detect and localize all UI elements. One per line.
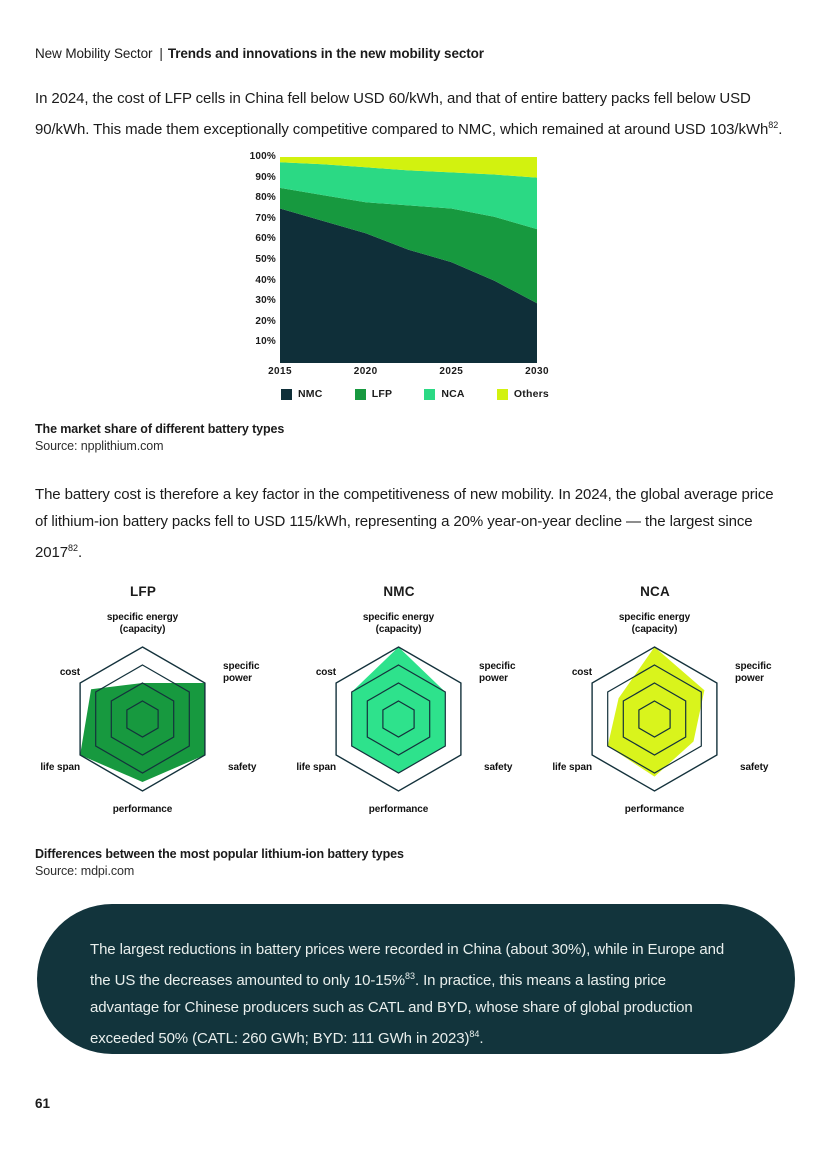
y-axis-tick: 100% [249,151,276,162]
caption-title: Differences between the most popular lit… [35,847,404,861]
axis-label-safety: safety [484,762,513,773]
caption-source: Source: npplithium.com [35,439,164,453]
radar-title: NCA [640,584,670,599]
battery-market-share-chart: 100% 90% 80% 70% 60% 50% 40% 30% 20% 10% 2015 2020… [242,151,572,400]
page-header: New Mobility Sector | Trends and innovatio… [35,46,785,61]
axis-label-specific-power: specific power [735,661,772,684]
radar-plot-lfp [79,646,206,792]
axis-label-safety: safety [228,762,257,773]
document-page: New Mobility Sector | Trends and innovatio… [15,46,795,1054]
radar-grid-ring [79,646,206,792]
axis-label-cost: cost [571,667,592,678]
radar-grid-ring [110,682,175,756]
footnote-ref: 84 [469,1029,480,1039]
intro-paragraph-text: In 2024, the cost of LFP cells in China … [35,90,769,138]
stacked-area-plot [280,157,537,363]
axis-label-safety: safety [740,762,769,773]
radar-grid-ring [95,664,190,774]
legend-label: LFP [371,388,393,400]
y-axis-labels: 100% 90% 80% 70% 60% 50% 40% 30% 20% 10% [242,151,276,363]
axis-label-cost: cost [59,667,80,678]
y-axis-tick: 90% [255,171,276,183]
radar-grid-ring [126,700,159,738]
y-axis-tick: 30% [255,295,276,307]
x-axis-tick: 2020 [353,366,378,377]
area-chart-caption: The market share of different battery ty… [35,422,785,453]
footnote-ref: 83 [404,971,415,981]
legend-label: Others [513,388,549,400]
callout-text: The largest reductions in battery prices… [90,941,725,1047]
radar-chart-nmc: NMC specific energy (capacity) specific po… [271,584,527,833]
axis-label-performance: performance [624,804,685,815]
legend-item-nca: NCA [424,388,465,400]
area-series-NMC [280,208,537,363]
radar-chart-lfp: LFP specific energy (capacity) specific po… [15,584,271,833]
header-title: Trends and innovations in the new mobili… [167,46,484,61]
y-axis-tick: 80% [255,192,276,204]
radar-chart-caption: Differences between the most popular lit… [35,847,785,878]
y-axis-tick: 10% [255,336,276,348]
x-axis-tick: 2030 [525,366,549,377]
chart-legend: NMC LFP NCA Others [281,388,549,400]
legend-label: NMC [298,388,323,400]
radar-charts-row: LFP specific energy (capacity) specific po… [15,584,783,833]
legend-swatch-nca [424,388,436,400]
axis-label-performance: performance [368,804,429,815]
footnote-ref: 82 [67,543,78,553]
area-series-LFP [280,187,537,304]
radar-grid-ring [382,700,415,738]
axis-label-specific-power: specific power [479,661,516,684]
x-axis-tick: 2025 [439,366,464,377]
legend-item-nmc: NMC [281,388,323,400]
intro-paragraph: In 2024, the cost of LFP cells in China … [35,90,783,138]
radar-title: NMC [383,584,415,599]
axis-label-specific-energy: specific energy (capacity) [618,612,691,635]
radar-plot-nca [591,646,718,792]
y-axis-tick: 50% [255,254,276,265]
radar-grid-ring [366,682,431,756]
radar-grid-ring [351,664,446,774]
legend-item-lfp: LFP [354,388,393,400]
radar-chart-nca: NCA specific energy (capacity) specific po… [527,584,783,833]
radar-title: LFP [129,584,157,599]
y-axis-tick: 70% [255,212,276,224]
header-divider: | [159,46,163,61]
axis-label-cost: cost [315,667,336,678]
radar-grid-ring [607,664,702,774]
axis-label-life-span: life span [40,762,80,773]
radar-grid-ring [335,646,462,792]
axis-label-life-span: life span [296,762,336,773]
axis-label-performance: performance [112,804,173,815]
legend-swatch-nmc [281,388,292,400]
y-axis-tick: 60% [255,233,276,245]
caption-title: The market share of different battery ty… [35,422,285,436]
header-section-label: New Mobility Sector [35,46,153,61]
radar-grid-ring [622,682,687,756]
legend-swatch-lfp [354,388,366,400]
x-axis-tick: 2015 [268,366,292,377]
callout-box: The largest reductions in battery prices… [37,904,795,1054]
radar-fill-LFP [80,683,205,782]
footnote-ref: 82 [768,120,779,130]
axis-label-specific-power: specific power [223,661,260,684]
axis-label-specific-energy: specific energy (capacity) [106,612,179,635]
legend-label: NCA [441,388,465,400]
radar-grid-ring [638,700,671,738]
area-series-NCA [280,162,537,230]
axis-label-specific-energy: specific energy (capacity) [362,612,435,635]
page-number: 61 [35,1096,51,1111]
battery-cost-paragraph-text: The battery cost is therefore a key fact… [35,486,774,561]
radar-plot-nmc [335,646,462,792]
y-axis-tick: 40% [255,274,276,286]
legend-swatch-others [496,388,508,400]
legend-item-others: Others [496,388,549,400]
battery-cost-paragraph: The battery cost is therefore a key fact… [35,486,774,561]
radar-grid-ring [591,646,718,792]
axis-label-life-span: life span [552,762,592,773]
y-axis-tick: 20% [255,315,276,327]
caption-source: Source: mdpi.com [35,864,135,878]
area-series-Others [280,157,537,178]
x-axis-labels: 2015 2020 2025 2030 [268,363,548,379]
